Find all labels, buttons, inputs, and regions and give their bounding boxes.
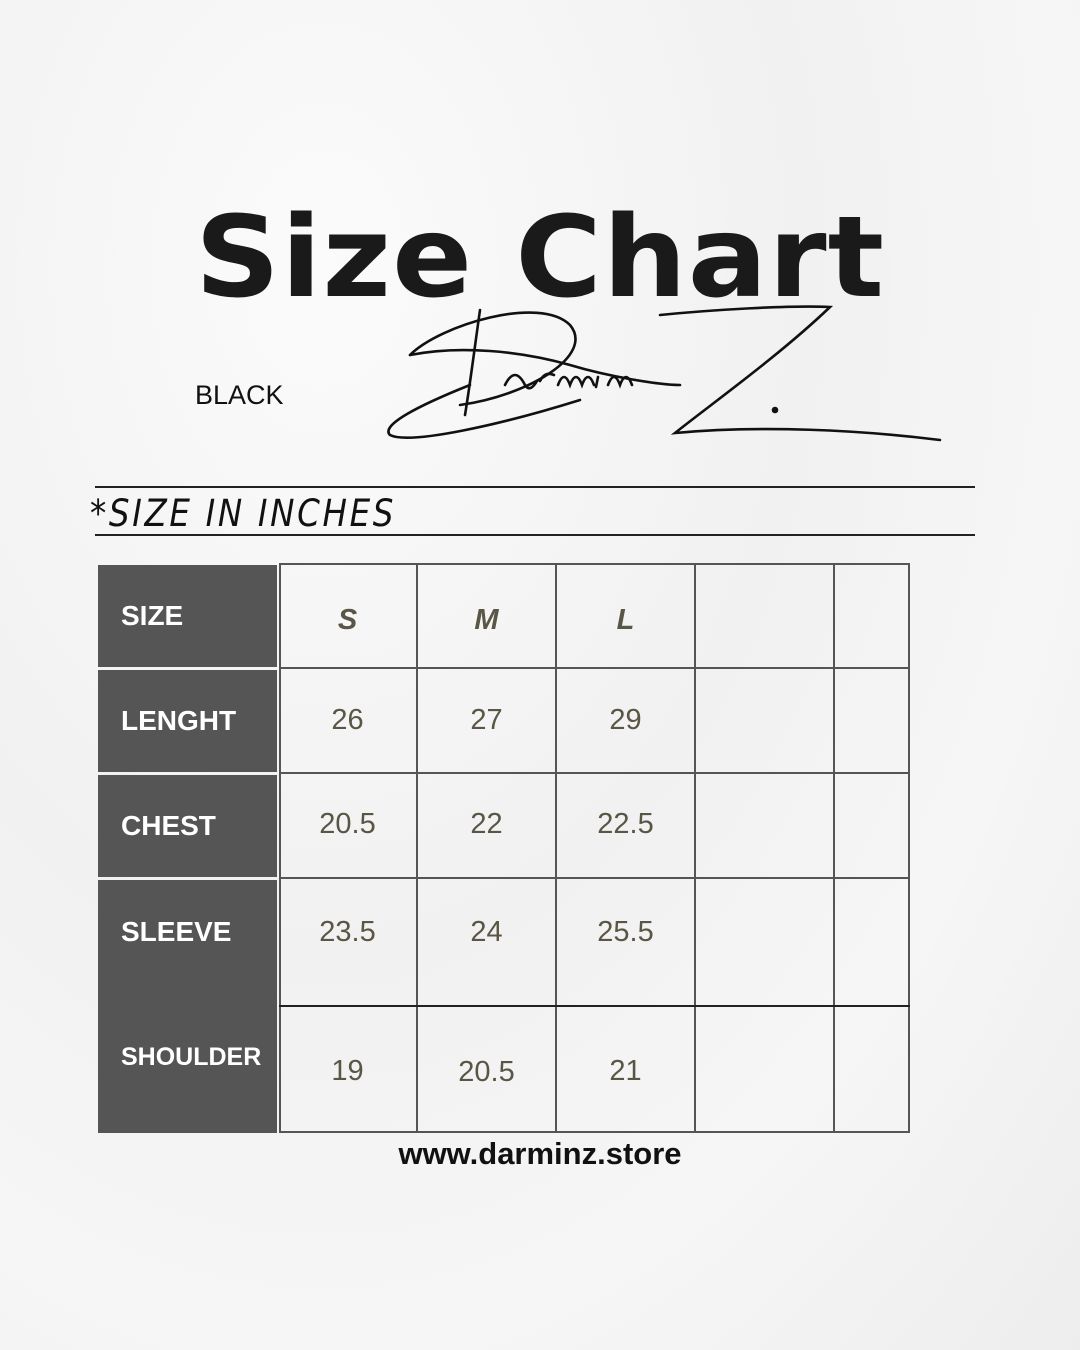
grid-line bbox=[555, 563, 557, 1133]
cell-shoulder-l: 21 bbox=[609, 1055, 642, 1087]
size-header-l: L bbox=[616, 604, 635, 636]
cell-shoulder-s: 19 bbox=[331, 1055, 364, 1087]
grid-line bbox=[279, 667, 910, 669]
row-header-block bbox=[98, 880, 277, 1133]
brand-signature-logo bbox=[387, 305, 942, 442]
cell-chest-m: 22 bbox=[470, 808, 503, 840]
cell-sleeve-s: 23.5 bbox=[319, 916, 376, 948]
cell-sleeve-l: 25.5 bbox=[597, 916, 654, 948]
grid-line bbox=[833, 563, 835, 1133]
cell-chest-l: 22.5 bbox=[597, 808, 654, 840]
cell-shoulder-m: 20.5 bbox=[458, 1056, 515, 1088]
divider-bottom bbox=[95, 534, 975, 536]
row-header-length: LENGHT bbox=[98, 670, 277, 772]
grid-line bbox=[279, 877, 910, 879]
cell-length-m: 27 bbox=[470, 704, 503, 736]
website-link[interactable]: www.darminz.store bbox=[398, 1136, 682, 1171]
cell-length-l: 29 bbox=[609, 704, 642, 736]
units-note: *SIZE IN INCHES bbox=[90, 492, 397, 535]
divider-top bbox=[95, 486, 975, 488]
row-header-sleeve: SLEEVE bbox=[121, 916, 232, 947]
size-header-s: S bbox=[337, 604, 358, 636]
cell-sleeve-m: 24 bbox=[470, 916, 503, 948]
size-header-m: M bbox=[474, 604, 499, 636]
row-header-chest: CHEST bbox=[98, 775, 277, 877]
grid-line bbox=[279, 772, 910, 774]
grid-line bbox=[416, 563, 418, 1133]
size-table-grid bbox=[279, 563, 910, 1133]
page-title: Size Chart bbox=[194, 191, 886, 323]
product-color-label: BLACK bbox=[195, 380, 284, 410]
row-header-shoulder: SHOULDER bbox=[121, 1042, 262, 1071]
grid-line bbox=[694, 563, 696, 1133]
grid-line bbox=[279, 1005, 910, 1007]
cell-length-s: 26 bbox=[331, 704, 364, 736]
row-header-size: SIZE bbox=[98, 565, 277, 667]
cell-chest-s: 20.5 bbox=[319, 808, 376, 840]
